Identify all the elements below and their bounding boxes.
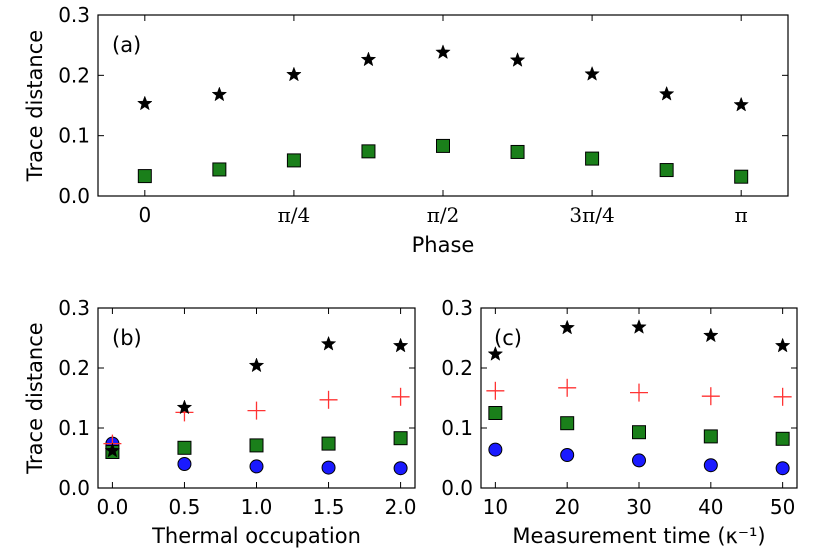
y-tick-label: 0.2 bbox=[58, 356, 90, 380]
star-marker bbox=[392, 337, 409, 353]
square-marker bbox=[436, 138, 450, 153]
square-marker bbox=[488, 406, 503, 420]
square-marker bbox=[137, 169, 152, 184]
x-axis-label: Measurement time (κ⁻¹) bbox=[512, 524, 765, 548]
y-tick-label: 0.0 bbox=[441, 476, 473, 500]
panel-label: (c) bbox=[494, 326, 522, 350]
y-tick-label: 0.1 bbox=[441, 416, 473, 440]
square-marker bbox=[734, 169, 749, 184]
circle-marker bbox=[560, 448, 575, 462]
circle-marker bbox=[321, 460, 336, 475]
x-tick-label: π/2 bbox=[427, 203, 460, 227]
square-marker bbox=[177, 440, 192, 455]
x-tick-label: 1.0 bbox=[241, 495, 273, 519]
star-marker bbox=[774, 337, 791, 353]
plus-marker bbox=[319, 390, 338, 409]
square-marker bbox=[393, 431, 408, 446]
plus-marker bbox=[701, 387, 720, 406]
star-marker bbox=[559, 319, 575, 335]
y-tick-label: 0.3 bbox=[441, 296, 473, 320]
star-marker bbox=[658, 85, 675, 101]
star-marker bbox=[104, 442, 121, 458]
y-tick-label: 0.1 bbox=[58, 124, 90, 148]
x-tick-label: 1.5 bbox=[313, 495, 345, 519]
square-marker bbox=[703, 429, 718, 444]
plus-marker bbox=[773, 387, 792, 406]
circle-marker bbox=[632, 453, 646, 468]
y-tick-label: 0.3 bbox=[58, 296, 90, 320]
x-tick-label: π bbox=[735, 203, 748, 227]
square-marker bbox=[212, 162, 227, 177]
star-marker bbox=[248, 357, 265, 373]
star-marker bbox=[631, 318, 647, 334]
star-marker bbox=[176, 399, 193, 415]
y-tick-label: 0.2 bbox=[441, 356, 473, 380]
panel-label: (b) bbox=[112, 326, 142, 350]
x-axis-label: Thermal occupation bbox=[151, 524, 361, 548]
y-tick-label: 0.0 bbox=[58, 184, 90, 208]
plus-marker bbox=[247, 401, 266, 420]
x-tick-label: π/4 bbox=[278, 203, 311, 227]
x-tick-label: 3π/4 bbox=[569, 203, 614, 227]
square-marker bbox=[632, 425, 646, 440]
square-marker bbox=[286, 153, 301, 168]
y-axis-label: Trace distance bbox=[23, 322, 47, 474]
plus-marker bbox=[391, 387, 410, 406]
plus-marker bbox=[558, 378, 577, 397]
y-tick-label: 0.2 bbox=[58, 63, 90, 87]
x-tick-label: 20 bbox=[554, 495, 579, 519]
star-marker bbox=[703, 327, 719, 343]
square-marker bbox=[585, 151, 600, 166]
x-tick-label: 40 bbox=[698, 495, 723, 519]
square-marker bbox=[510, 144, 525, 159]
square-marker bbox=[361, 144, 376, 159]
x-tick-label: 0.5 bbox=[169, 495, 201, 519]
y-tick-label: 0.3 bbox=[58, 3, 90, 27]
star-marker bbox=[435, 44, 451, 60]
square-marker bbox=[659, 163, 674, 178]
plus-marker bbox=[486, 381, 505, 400]
circle-marker bbox=[249, 459, 264, 474]
x-tick-label: 10 bbox=[483, 495, 508, 519]
star-marker bbox=[286, 66, 302, 82]
square-marker bbox=[321, 436, 336, 451]
x-tick-label: 0 bbox=[138, 203, 151, 227]
square-marker bbox=[775, 431, 790, 446]
star-marker bbox=[360, 51, 377, 67]
star-marker bbox=[137, 95, 153, 111]
circle-marker bbox=[703, 458, 718, 473]
x-tick-label: 2.0 bbox=[385, 495, 417, 519]
x-tick-label: 0.0 bbox=[97, 495, 129, 519]
circle-marker bbox=[775, 461, 790, 476]
circle-marker bbox=[488, 442, 503, 457]
circle-marker bbox=[177, 457, 192, 471]
y-axis-label: Trace distance bbox=[23, 30, 47, 182]
plot-frame bbox=[97, 14, 789, 197]
x-tick-label: 50 bbox=[770, 495, 795, 519]
x-axis-label: Phase bbox=[412, 233, 475, 257]
square-marker bbox=[560, 416, 575, 431]
y-tick-label: 0.1 bbox=[58, 416, 90, 440]
star-marker bbox=[733, 96, 749, 112]
y-tick-label: 0.0 bbox=[58, 476, 90, 500]
star-marker bbox=[211, 86, 228, 102]
square-marker bbox=[249, 438, 264, 453]
x-tick-label: 30 bbox=[626, 495, 651, 519]
star-marker bbox=[320, 335, 337, 351]
plus-marker bbox=[630, 383, 648, 402]
star-marker bbox=[584, 65, 600, 81]
panel-label: (a) bbox=[112, 33, 141, 57]
circle-marker bbox=[393, 461, 408, 476]
star-marker bbox=[509, 52, 526, 67]
star-marker bbox=[487, 345, 504, 361]
